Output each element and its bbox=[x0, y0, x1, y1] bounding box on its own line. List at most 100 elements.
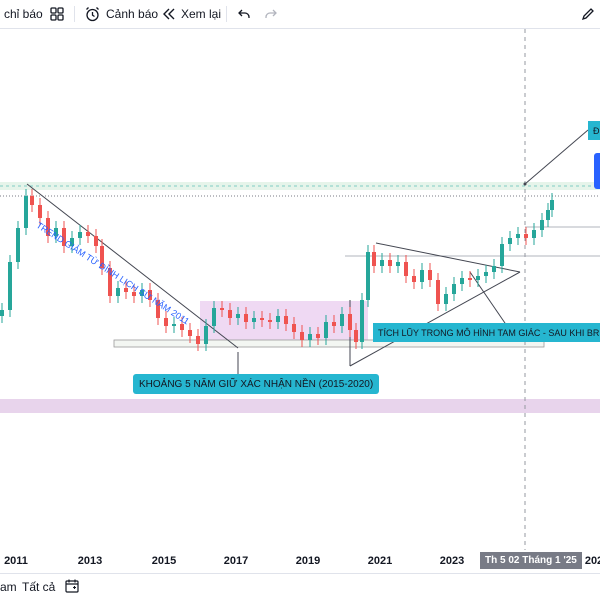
support-zone-band bbox=[0, 399, 600, 413]
candle-body bbox=[284, 316, 288, 324]
crosshair-date-label: Th 5 02 Tháng 1 '25 bbox=[480, 552, 582, 569]
pencil-icon[interactable] bbox=[580, 0, 596, 28]
candle-body bbox=[172, 324, 176, 326]
layout-grid-icon[interactable] bbox=[49, 0, 65, 28]
time-axis[interactable]: 2011 2013 2015 2017 2019 2021 2023 202 bbox=[0, 550, 600, 572]
candle-body bbox=[354, 330, 358, 342]
edge-callout[interactable]: Đ bbox=[588, 121, 600, 140]
candle-body bbox=[116, 288, 120, 296]
candle-body bbox=[8, 262, 12, 310]
candle-body bbox=[70, 238, 74, 246]
x-tick-label: 2011 bbox=[4, 555, 28, 567]
candle-body bbox=[316, 334, 320, 338]
candle-body bbox=[62, 228, 66, 246]
downtrend-line bbox=[26, 183, 239, 349]
candle-body bbox=[340, 314, 344, 326]
candle-body bbox=[244, 314, 248, 322]
candle-body bbox=[546, 210, 550, 220]
candle-body bbox=[460, 278, 464, 284]
candle-body bbox=[366, 252, 370, 300]
candle-body bbox=[108, 268, 112, 296]
candle-body bbox=[516, 234, 520, 238]
candle-body bbox=[268, 320, 272, 322]
x-tick-label: 2017 bbox=[223, 555, 249, 567]
candle-body bbox=[532, 230, 536, 238]
candle-body bbox=[0, 310, 4, 316]
rewind-icon bbox=[162, 7, 176, 21]
candle-body bbox=[412, 276, 416, 282]
x-tick-label: 2015 bbox=[151, 555, 177, 567]
triangle-callout[interactable]: TÍCH LŨY TRONG MÔ HÌNH TAM GIÁC - SAU KH… bbox=[373, 323, 600, 342]
triangle-lower-line bbox=[349, 271, 521, 367]
candle-body bbox=[360, 300, 364, 342]
candle-body bbox=[24, 196, 28, 228]
candle-body bbox=[220, 308, 224, 310]
candle-body bbox=[468, 278, 472, 280]
candle-body bbox=[452, 284, 456, 294]
range-button[interactable]: am bbox=[0, 580, 17, 594]
replay-button[interactable]: Xem lại bbox=[162, 0, 221, 28]
candle-body bbox=[188, 330, 192, 336]
candle-body bbox=[78, 232, 82, 238]
candle-body bbox=[372, 252, 376, 266]
candle-body bbox=[292, 324, 296, 332]
range-all-button[interactable]: Tất cả bbox=[22, 580, 56, 594]
alert-button[interactable]: Cảnh báo bbox=[84, 0, 158, 28]
toolbar-divider bbox=[226, 6, 227, 22]
candle-body bbox=[476, 276, 480, 280]
x-tick-label: 2019 bbox=[295, 555, 321, 567]
candle-body bbox=[492, 266, 496, 272]
x-tick-label: 2023 bbox=[439, 555, 465, 567]
x-tick-label: 2013 bbox=[77, 555, 103, 567]
indicators-label: chỉ báo bbox=[4, 7, 43, 21]
candle-body bbox=[444, 294, 448, 304]
candle-body bbox=[212, 308, 216, 326]
candle-body bbox=[404, 262, 408, 276]
candle-body bbox=[124, 288, 128, 292]
candle-body bbox=[228, 310, 232, 318]
candle-body bbox=[260, 318, 264, 320]
indicators-button[interactable]: chỉ báo bbox=[4, 0, 43, 28]
chart-canvas[interactable] bbox=[0, 29, 600, 550]
candle-body bbox=[332, 322, 336, 326]
candle-body bbox=[324, 322, 328, 338]
base-callout[interactable]: KHOẢNG 5 NĂM GIỮ XÁC NHẬN NỀN (2015-2020… bbox=[133, 374, 380, 394]
price-chart bbox=[0, 29, 600, 550]
candle-body bbox=[196, 336, 200, 344]
candle-body bbox=[308, 334, 312, 340]
candle-body bbox=[30, 196, 34, 205]
bottom-range-bar: am Tất cả bbox=[0, 573, 600, 601]
candle-body bbox=[94, 236, 98, 246]
x-tick-label: 2021 bbox=[367, 555, 393, 567]
candle-body bbox=[276, 316, 280, 322]
candle-body bbox=[420, 270, 424, 282]
candle-body bbox=[380, 260, 384, 266]
candle-body bbox=[16, 228, 20, 262]
base-support-box bbox=[113, 339, 545, 348]
candle-body bbox=[348, 314, 352, 330]
candle-body bbox=[236, 314, 240, 318]
candle-body bbox=[140, 290, 144, 296]
toolbar-divider bbox=[74, 6, 75, 22]
candle-body bbox=[38, 205, 42, 218]
undo-icon[interactable] bbox=[236, 0, 252, 28]
candle-body bbox=[252, 318, 256, 322]
candle-body bbox=[156, 300, 160, 318]
candle-body bbox=[86, 232, 90, 236]
candle-body bbox=[100, 246, 104, 268]
candle-body bbox=[524, 234, 528, 238]
candle-body bbox=[180, 324, 184, 330]
x-tick-label: 202 bbox=[584, 555, 600, 567]
candle-body bbox=[436, 280, 440, 304]
candle-body bbox=[484, 272, 488, 276]
candle-body bbox=[164, 318, 168, 326]
redo-icon[interactable] bbox=[263, 0, 279, 28]
candle-body bbox=[148, 290, 152, 300]
calendar-icon[interactable] bbox=[64, 578, 80, 597]
candle-body bbox=[46, 218, 50, 236]
replay-label: Xem lại bbox=[181, 7, 222, 21]
candle-body bbox=[54, 228, 58, 236]
alarm-clock-icon bbox=[84, 6, 101, 23]
price-label bbox=[594, 153, 600, 189]
candle-body bbox=[428, 270, 432, 280]
